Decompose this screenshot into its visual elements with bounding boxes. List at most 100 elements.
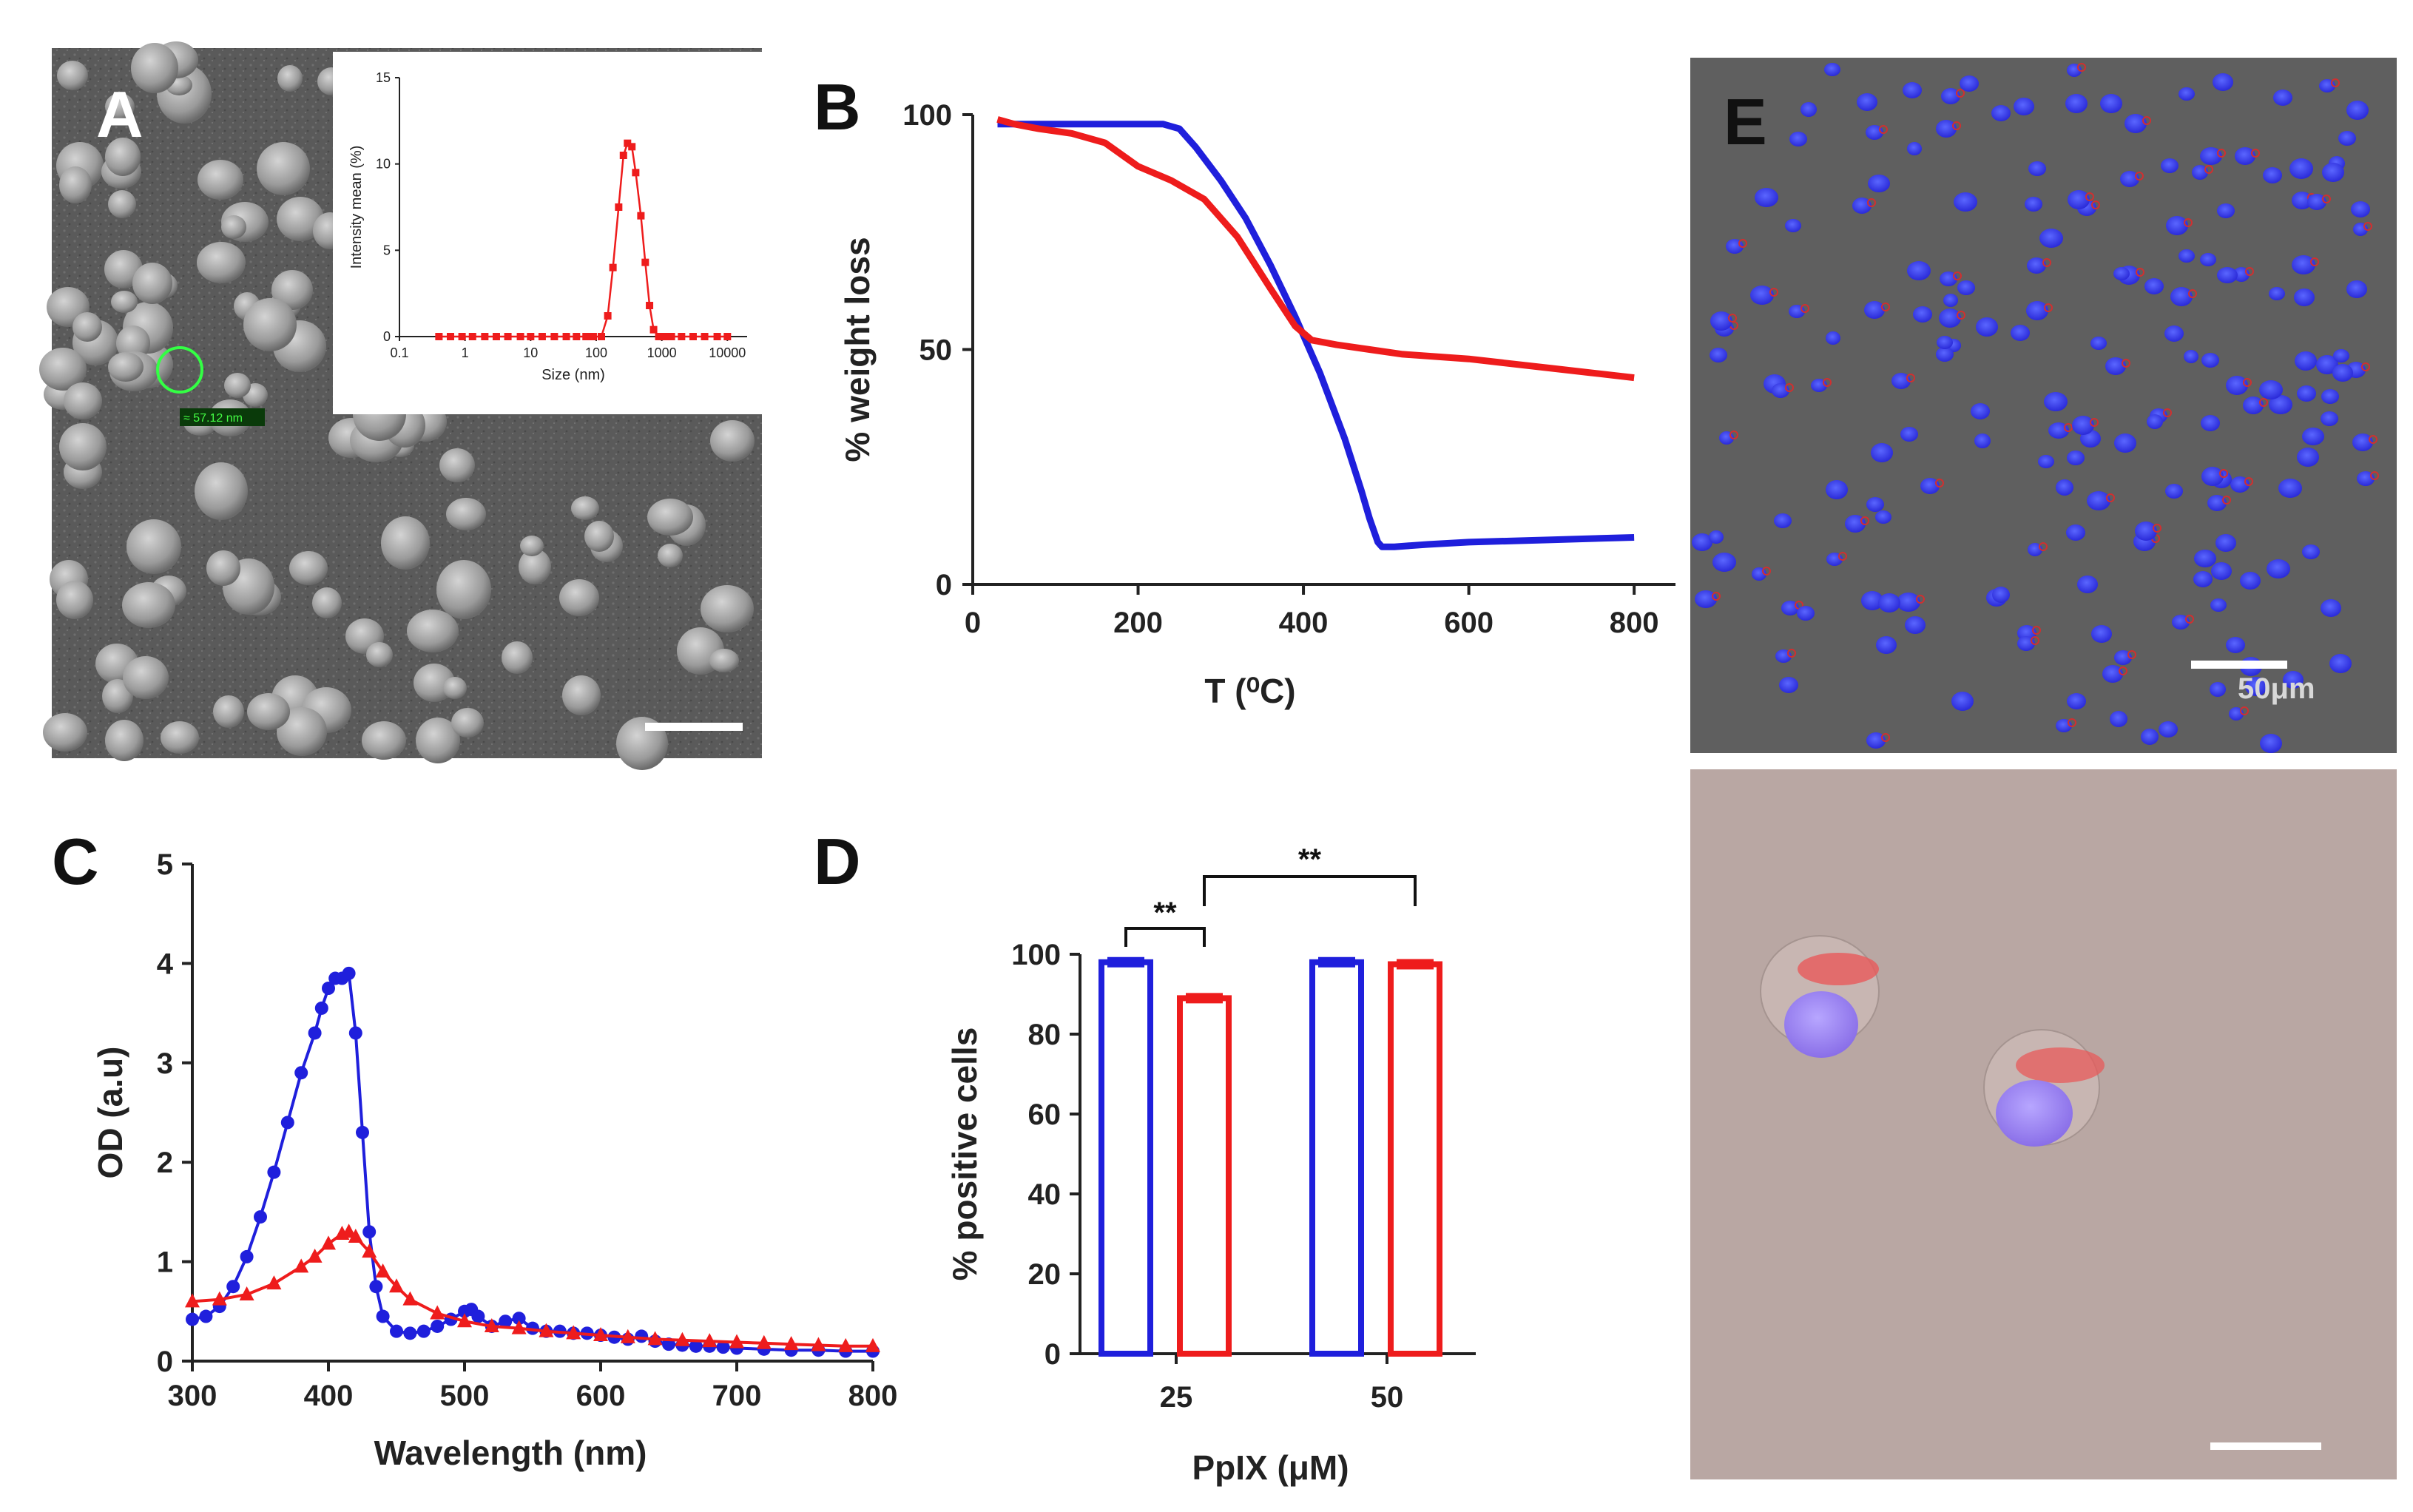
panel-d: D 0 20 40 60 80 100 25 50 ** ** PpIX (μM) % positiv… (814, 825, 1476, 1487)
data-point (620, 1329, 635, 1343)
data-point (266, 1275, 282, 1290)
data-point (729, 1334, 744, 1349)
red-signal (2310, 257, 2319, 266)
cell-nucleus (1913, 306, 1932, 323)
cell-nucleus (2067, 693, 2086, 709)
cell-nucleus (2025, 197, 2042, 212)
x-axis-title: PpIX (μM) (1192, 1448, 1349, 1487)
sem-particle (64, 382, 102, 419)
red-signal (1879, 125, 1888, 134)
sem-particle (584, 521, 614, 552)
data-point (240, 1249, 254, 1263)
cell-nucleus (1900, 427, 1918, 442)
sem-particle (571, 496, 599, 520)
data-point (431, 1319, 445, 1333)
red-signal (2127, 650, 2136, 659)
data-point (369, 1280, 383, 1294)
sem-particle (312, 587, 342, 618)
sem-particle (105, 720, 144, 761)
y-axis-title: OD (a.u) (91, 1047, 129, 1179)
y-tick-label: 5 (383, 243, 391, 257)
y-tick-label: 0 (157, 1346, 173, 1378)
cell-nucleus (2200, 147, 2222, 165)
cell-nucleus (1954, 192, 1977, 212)
red-signal (2135, 172, 2144, 180)
cell-nucleus (2056, 479, 2073, 496)
sem-particle (701, 585, 754, 632)
data-point (457, 1313, 472, 1328)
bar (1098, 959, 1153, 1357)
cell-nucleus (1957, 280, 1975, 295)
cell-nucleus (2179, 87, 2195, 101)
red-signal (2106, 493, 2115, 502)
sem-particle (439, 448, 475, 482)
data-point (308, 1026, 322, 1040)
y-tick-label: 10 (376, 157, 391, 172)
cell-nucleus (2346, 280, 2367, 298)
cell-nucleus (1845, 515, 1866, 533)
x-tick-label: 1 (462, 345, 469, 360)
series-line (996, 116, 1635, 382)
cell-nucleus (2184, 350, 2198, 363)
data-point (667, 333, 675, 340)
sem-particle (56, 581, 93, 619)
x-axis-title: Wavelength (nm) (374, 1434, 647, 1472)
cell-nucleus (2292, 255, 2315, 274)
red-signal (2122, 359, 2130, 368)
data-point (628, 143, 636, 151)
data-point (356, 1125, 369, 1139)
cell-nucleus (2245, 677, 2267, 696)
data-point (226, 1280, 240, 1294)
data-point (492, 333, 500, 340)
red-signal (2031, 636, 2039, 645)
cell-nucleus (2259, 380, 2283, 399)
sem-particle (407, 610, 459, 652)
red-signal (1785, 383, 1794, 392)
cell-nucleus (1951, 692, 1974, 711)
y-axis-title: Intensity mean (%) (348, 146, 365, 269)
cell-nucleus (1864, 301, 1885, 319)
data-point (446, 333, 454, 340)
y-tick-label: 60 (1028, 1098, 1062, 1131)
data-point (527, 333, 535, 340)
scale-bar-e (2191, 661, 2287, 669)
significance-bracket (1203, 875, 1417, 906)
sem-particle (161, 721, 199, 754)
red-signal (2222, 496, 2231, 504)
tga-chart: 0 200 400 600 800 0 50 100 T (⁰C) % weight loss (838, 99, 1675, 710)
y-tick-label: 0 (936, 569, 952, 601)
sem-particle (451, 708, 484, 738)
cell-nucleus (2179, 249, 2195, 263)
red-signal (1838, 552, 1847, 561)
red-signal (2251, 149, 2260, 158)
sem-particle (559, 579, 599, 616)
data-point (539, 1323, 554, 1337)
cell-nucleus (2226, 637, 2245, 653)
data-point (512, 1312, 526, 1326)
y-tick-label: 3 (157, 1047, 173, 1080)
panel-e: E 50μm (1690, 58, 2397, 1479)
sem-particle (195, 462, 248, 520)
cell-nucleus (2159, 721, 2178, 738)
sem-particle (520, 536, 544, 556)
data-point (375, 1263, 391, 1278)
cell-nucleus (1897, 593, 1920, 612)
measure-label-box (180, 408, 265, 426)
significance-label: ** (1153, 897, 1177, 929)
data-point (609, 263, 617, 271)
sem-particle (362, 721, 406, 760)
data-point (516, 333, 524, 340)
cell-nucleus (2329, 654, 2352, 673)
cell-nucleus (1876, 636, 1897, 654)
data-point (348, 1026, 362, 1040)
data-point (341, 1224, 357, 1238)
red-signal (2136, 268, 2144, 277)
cell-nucleus (1801, 102, 1817, 117)
x-tick-label: 800 (1610, 607, 1659, 639)
cell-nucleus (2333, 349, 2349, 362)
cell-nucleus (2240, 572, 2261, 590)
cell-nucleus (2011, 325, 2030, 341)
data-point (632, 169, 640, 177)
sem-particle (221, 215, 246, 239)
sem-particle (709, 649, 739, 672)
